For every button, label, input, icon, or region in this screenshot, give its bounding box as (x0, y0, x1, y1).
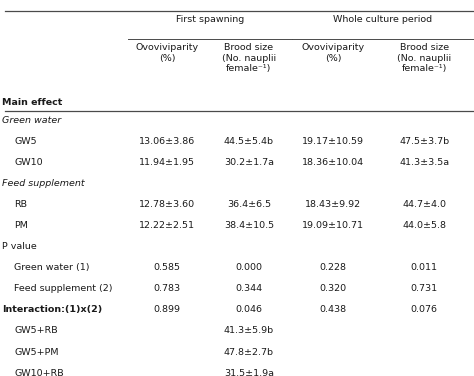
Text: Brood size
(No. nauplii
female⁻¹): Brood size (No. nauplii female⁻¹) (222, 43, 276, 73)
Text: 41.3±5.9b: 41.3±5.9b (224, 326, 274, 335)
Text: 44.5±5.4b: 44.5±5.4b (224, 137, 274, 146)
Text: 19.17±10.59: 19.17±10.59 (302, 137, 364, 146)
Text: 19.09±10.71: 19.09±10.71 (302, 221, 364, 230)
Text: 0.011: 0.011 (411, 263, 438, 272)
Text: GW5+PM: GW5+PM (14, 347, 59, 356)
Text: 0.783: 0.783 (154, 284, 181, 293)
Text: 38.4±10.5: 38.4±10.5 (224, 221, 274, 230)
Text: 18.36±10.04: 18.36±10.04 (302, 158, 364, 167)
Text: 18.43±9.92: 18.43±9.92 (305, 200, 361, 209)
Text: 36.4±6.5: 36.4±6.5 (227, 200, 271, 209)
Text: 44.7±4.0: 44.7±4.0 (402, 200, 446, 209)
Text: 12.22±2.51: 12.22±2.51 (139, 221, 195, 230)
Text: Ovoviviparity
(%): Ovoviviparity (%) (301, 43, 365, 63)
Text: 12.78±3.60: 12.78±3.60 (139, 200, 195, 209)
Text: 47.8±2.7b: 47.8±2.7b (224, 347, 274, 356)
Text: Whole culture period: Whole culture period (333, 15, 432, 24)
Text: 30.2±1.7a: 30.2±1.7a (224, 158, 274, 167)
Text: 47.5±3.7b: 47.5±3.7b (399, 137, 449, 146)
Text: 0.344: 0.344 (235, 284, 263, 293)
Text: First spawning: First spawning (176, 15, 244, 24)
Text: 41.3±3.5a: 41.3±3.5a (399, 158, 449, 167)
Text: Green water: Green water (2, 116, 62, 125)
Text: RB: RB (14, 200, 27, 209)
Text: GW5: GW5 (14, 137, 37, 146)
Text: 0.899: 0.899 (154, 305, 181, 314)
Text: 13.06±3.86: 13.06±3.86 (139, 137, 195, 146)
Text: Brood size
(No. nauplii
female⁻¹): Brood size (No. nauplii female⁻¹) (397, 43, 451, 73)
Text: Feed supplement: Feed supplement (2, 179, 85, 188)
Text: Main effect: Main effect (2, 98, 63, 107)
Text: GW5+RB: GW5+RB (14, 326, 58, 335)
Text: PM: PM (14, 221, 28, 230)
Text: 44.0±5.8: 44.0±5.8 (402, 221, 446, 230)
Text: 0.585: 0.585 (154, 263, 181, 272)
Text: Interaction:(1)x(2): Interaction:(1)x(2) (2, 305, 102, 314)
Text: 0.731: 0.731 (410, 284, 438, 293)
Text: 0.000: 0.000 (236, 263, 262, 272)
Text: 0.046: 0.046 (236, 305, 262, 314)
Text: GW10+RB: GW10+RB (14, 368, 64, 376)
Text: 31.5±1.9a: 31.5±1.9a (224, 368, 274, 376)
Text: 0.076: 0.076 (411, 305, 438, 314)
Text: GW10: GW10 (14, 158, 43, 167)
Text: Ovoviviparity
(%): Ovoviviparity (%) (136, 43, 199, 63)
Text: 0.228: 0.228 (319, 263, 346, 272)
Text: Feed supplement (2): Feed supplement (2) (14, 284, 113, 293)
Text: 0.438: 0.438 (319, 305, 346, 314)
Text: Green water (1): Green water (1) (14, 263, 90, 272)
Text: 11.94±1.95: 11.94±1.95 (139, 158, 195, 167)
Text: P value: P value (2, 242, 37, 251)
Text: 0.320: 0.320 (319, 284, 346, 293)
